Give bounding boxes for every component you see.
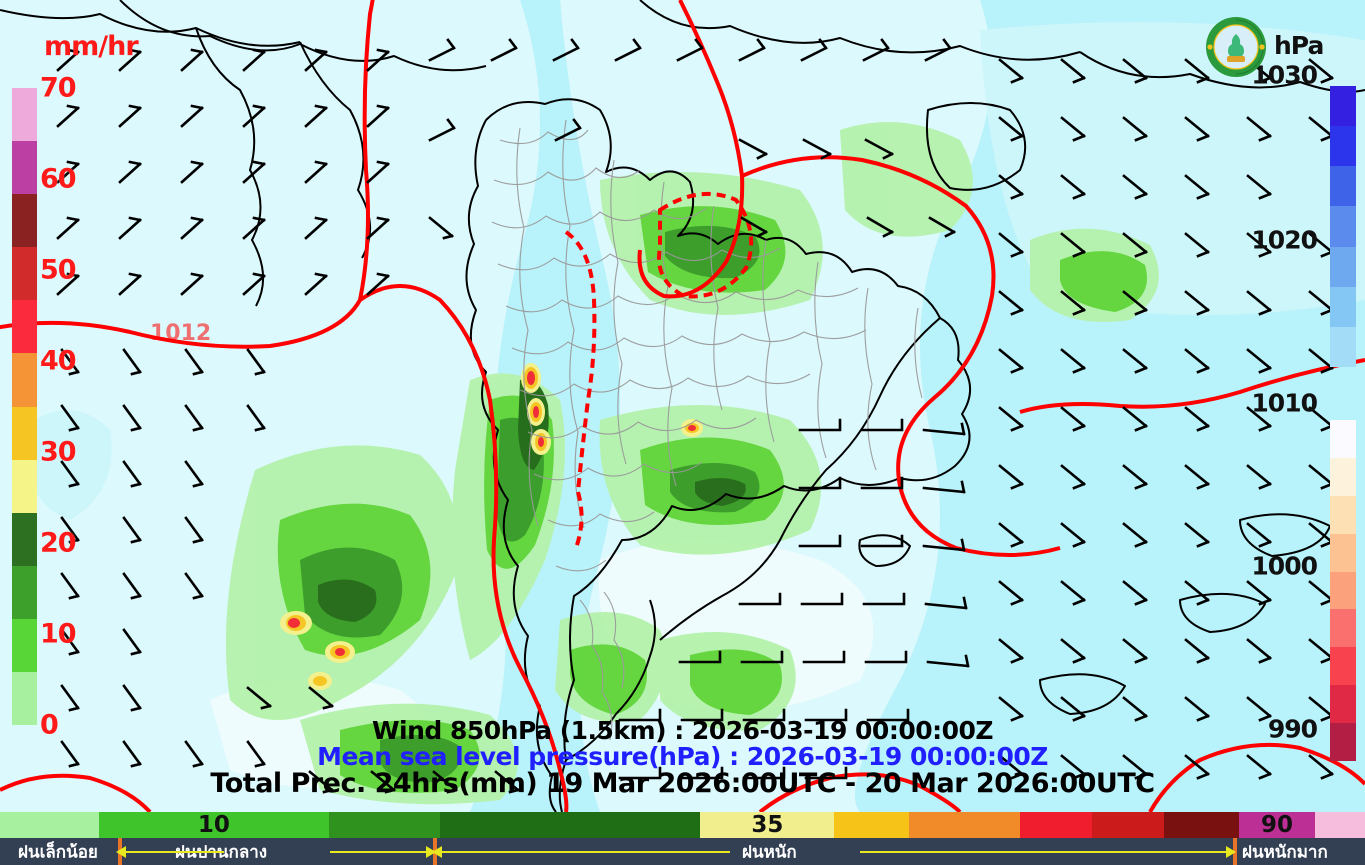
pressure-colorbar-high [1330, 86, 1356, 367]
legend-arrow-head-moderate-right [426, 845, 436, 858]
pressure-low-swatch-4 [1330, 571, 1356, 610]
pressure-colorbar-low [1330, 420, 1356, 762]
legend-category-heavy: ฝนหนัก [742, 842, 797, 862]
pressure-high-swatch-0 [1330, 86, 1356, 127]
precip-swatch-11 [12, 88, 37, 142]
isobars-inner [564, 191, 754, 549]
legend-swatch-11 [1315, 812, 1365, 838]
legend-category-bar: ฝนเล็กน้อย ฝนปานกลาง ฝนหนัก ฝนหนักมาก [0, 838, 1365, 865]
precip-colorbar [12, 88, 37, 725]
pressure-low-swatch-7 [1330, 685, 1356, 724]
pressure-low-swatch-5 [1330, 609, 1356, 648]
precip-unit-label: mm/hr [44, 31, 139, 62]
legend-swatch-9 [1164, 812, 1239, 838]
isobar-label-1012: 1012 [150, 321, 211, 346]
pressure-high-swatch-3 [1330, 206, 1356, 247]
weather-map-canvas[interactable]: 1012 [0, 0, 1365, 812]
legend-swatch-3 [440, 812, 701, 838]
legend-swatch-2 [328, 812, 441, 838]
precip-swatch-10 [12, 141, 37, 195]
legend-swatch-0 [0, 812, 100, 838]
precip-swatch-5 [12, 406, 37, 460]
pressure-high-swatch-1 [1330, 126, 1356, 167]
pressure-high-swatch-6 [1330, 326, 1356, 367]
precip-swatch-3 [12, 512, 37, 566]
legend-value-90: 90 [1260, 812, 1293, 838]
pressure-low-swatch-0 [1330, 420, 1356, 458]
rainfall-intensity-legend[interactable]: 10 35 90 ฝนเล็กน้อย ฝนปานกลาง ฝนหนัก ฝนหนักมา… [0, 812, 1365, 865]
legend-arrow-line-moderate-right [330, 850, 428, 853]
legend-arrow-line-heavy-right [860, 850, 1228, 853]
precip-swatch-9 [12, 194, 37, 248]
pressure-high-swatch-2 [1330, 166, 1356, 207]
map-graphics: 1012 [0, 0, 1365, 812]
legend-category-very-heavy: ฝนหนักมาก [1242, 842, 1328, 862]
legend-swatch-7 [1020, 812, 1093, 838]
pressure-low-swatch-8 [1330, 723, 1356, 762]
precip-swatch-0 [12, 671, 37, 725]
pressure-high-swatch-5 [1330, 286, 1356, 327]
precip-swatch-6 [12, 353, 37, 407]
thai-meteorological-department-logo [1206, 17, 1266, 77]
legend-swatch-8 [1092, 812, 1165, 838]
precip-swatch-7 [12, 300, 37, 354]
precip-swatch-8 [12, 247, 37, 301]
precip-swatch-1 [12, 618, 37, 672]
precip-shading [225, 122, 1159, 805]
precip-swatch-2 [12, 565, 37, 619]
legend-swatch-4: 35 [700, 812, 835, 838]
legend-value-10: 10 [197, 812, 230, 838]
legend-swatch-5 [834, 812, 909, 838]
pressure-unit-label: hPa [1274, 31, 1324, 60]
legend-color-strip: 10 35 90 [0, 812, 1365, 838]
isobars-label-group: 1012 [150, 321, 211, 346]
legend-arrow-line-heavy-left [440, 850, 730, 853]
pressure-low-swatch-1 [1330, 457, 1356, 496]
legend-arrow-line-moderate-left [124, 850, 224, 853]
pressure-low-swatch-6 [1330, 647, 1356, 686]
pressure-low-swatch-3 [1330, 533, 1356, 572]
legend-arrow-head-heavy-right [1226, 845, 1236, 858]
legend-swatch-6 [908, 812, 1021, 838]
legend-arrow-head-moderate-left [116, 845, 126, 858]
legend-swatch-1: 10 [99, 812, 329, 838]
precip-swatch-4 [12, 459, 37, 513]
legend-category-light: ฝนเล็กน้อย [18, 842, 98, 862]
legend-arrow-head-heavy-left [432, 845, 442, 858]
legend-swatch-10: 90 [1238, 812, 1316, 838]
pressure-low-swatch-2 [1330, 495, 1356, 534]
legend-value-35: 35 [751, 812, 784, 838]
pressure-high-swatch-4 [1330, 246, 1356, 287]
